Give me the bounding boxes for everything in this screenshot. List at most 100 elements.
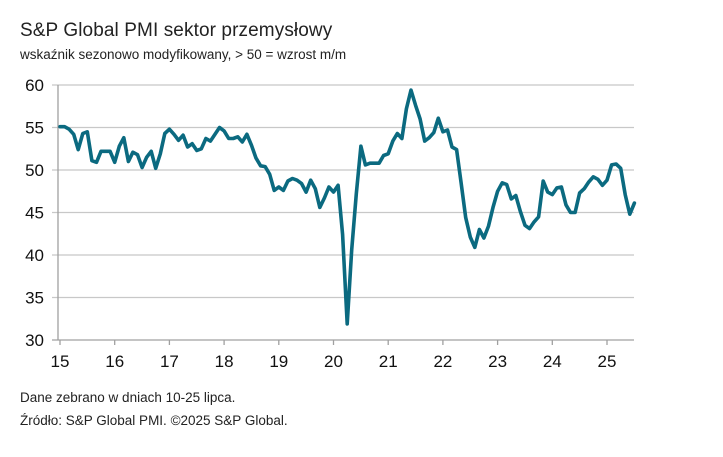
data-point — [405, 107, 409, 111]
data-point — [546, 190, 550, 194]
data-point — [400, 137, 404, 141]
x-tick-label: 20 — [324, 352, 343, 371]
data-point — [414, 104, 418, 108]
data-point — [131, 150, 135, 154]
data-point — [364, 163, 368, 167]
data-point — [628, 212, 632, 216]
data-point — [523, 224, 527, 228]
data-point — [427, 136, 431, 140]
y-tick-label: 60 — [25, 76, 44, 95]
data-point — [282, 189, 286, 193]
data-point — [623, 193, 627, 197]
data-point — [122, 136, 126, 140]
data-point — [181, 133, 185, 137]
data-point — [172, 133, 176, 137]
data-point — [482, 236, 486, 240]
y-tick-label: 35 — [25, 289, 44, 308]
data-point — [90, 159, 94, 163]
data-point — [423, 139, 427, 143]
data-point — [136, 153, 140, 157]
data-point — [231, 137, 235, 141]
data-point — [254, 156, 258, 160]
data-point — [159, 152, 163, 156]
data-point — [582, 187, 586, 191]
data-point — [418, 117, 422, 121]
data-point — [605, 178, 609, 182]
x-tick-labels: 15 16 17 18 19 20 21 22 23 24 25 — [51, 352, 617, 371]
data-point — [573, 211, 577, 215]
x-tick-label: 15 — [51, 352, 70, 371]
data-point — [459, 181, 463, 185]
data-point — [450, 145, 454, 149]
data-point — [186, 145, 190, 149]
data-point — [259, 164, 263, 168]
data-point — [127, 160, 131, 164]
data-point — [373, 161, 377, 165]
data-point — [86, 130, 90, 134]
data-point — [578, 191, 582, 195]
data-point — [241, 140, 245, 144]
footer-source: Źródło: S&P Global PMI. ©2025 S&P Global… — [20, 413, 288, 428]
data-point — [487, 224, 491, 228]
data-point — [295, 178, 299, 182]
series-line-pmi — [58, 88, 637, 326]
data-point — [263, 165, 267, 169]
data-point — [177, 139, 181, 143]
data-point — [209, 139, 213, 143]
data-point — [592, 175, 596, 179]
footer-note: Dane zebrano w dniach 10-25 lipca. — [20, 390, 236, 405]
data-point — [437, 116, 441, 120]
data-point — [355, 192, 359, 196]
data-point — [268, 173, 272, 177]
data-point — [391, 139, 395, 143]
data-point — [396, 132, 400, 136]
chart-title: S&P Global PMI sektor przemysłowy — [20, 20, 333, 41]
data-point — [245, 133, 249, 137]
data-point — [327, 185, 331, 189]
y-tick-label: 30 — [25, 331, 44, 350]
data-point — [386, 152, 390, 156]
data-point — [633, 201, 637, 205]
data-point — [236, 135, 240, 139]
data-point — [200, 147, 204, 151]
data-point — [505, 183, 509, 187]
data-point — [514, 194, 518, 198]
data-point — [473, 246, 477, 250]
x-tick-label: 18 — [215, 352, 234, 371]
data-point — [336, 184, 340, 188]
data-point — [564, 203, 568, 207]
x-tick-label: 25 — [598, 352, 617, 371]
data-point — [318, 206, 322, 210]
data-point — [63, 125, 67, 129]
chart-subtitle: wskaźnik sezonowo modyfikowany, > 50 = w… — [20, 47, 347, 62]
data-point — [222, 129, 226, 133]
x-tick-label: 17 — [160, 352, 179, 371]
data-point — [218, 126, 222, 130]
data-point — [190, 142, 194, 146]
data-point — [532, 220, 536, 224]
data-point — [469, 235, 473, 239]
x-tick-label: 23 — [488, 352, 507, 371]
data-point — [108, 150, 112, 154]
data-point — [537, 215, 541, 219]
x-tick-label: 16 — [105, 352, 124, 371]
data-point — [58, 125, 62, 129]
x-tick-label: 19 — [269, 352, 288, 371]
data-point — [491, 206, 495, 210]
data-point — [496, 190, 500, 194]
data-point — [596, 178, 600, 182]
data-point — [104, 150, 108, 154]
data-point — [81, 132, 85, 136]
y-tick-label: 55 — [25, 119, 44, 138]
data-point — [528, 227, 532, 231]
data-point — [500, 181, 504, 185]
data-point — [350, 248, 354, 252]
data-point — [409, 88, 413, 92]
data-point — [455, 148, 459, 152]
data-point — [309, 178, 313, 182]
data-point — [300, 182, 304, 186]
x-tick-label: 24 — [543, 352, 562, 371]
data-point — [323, 196, 327, 200]
data-point — [368, 161, 372, 165]
